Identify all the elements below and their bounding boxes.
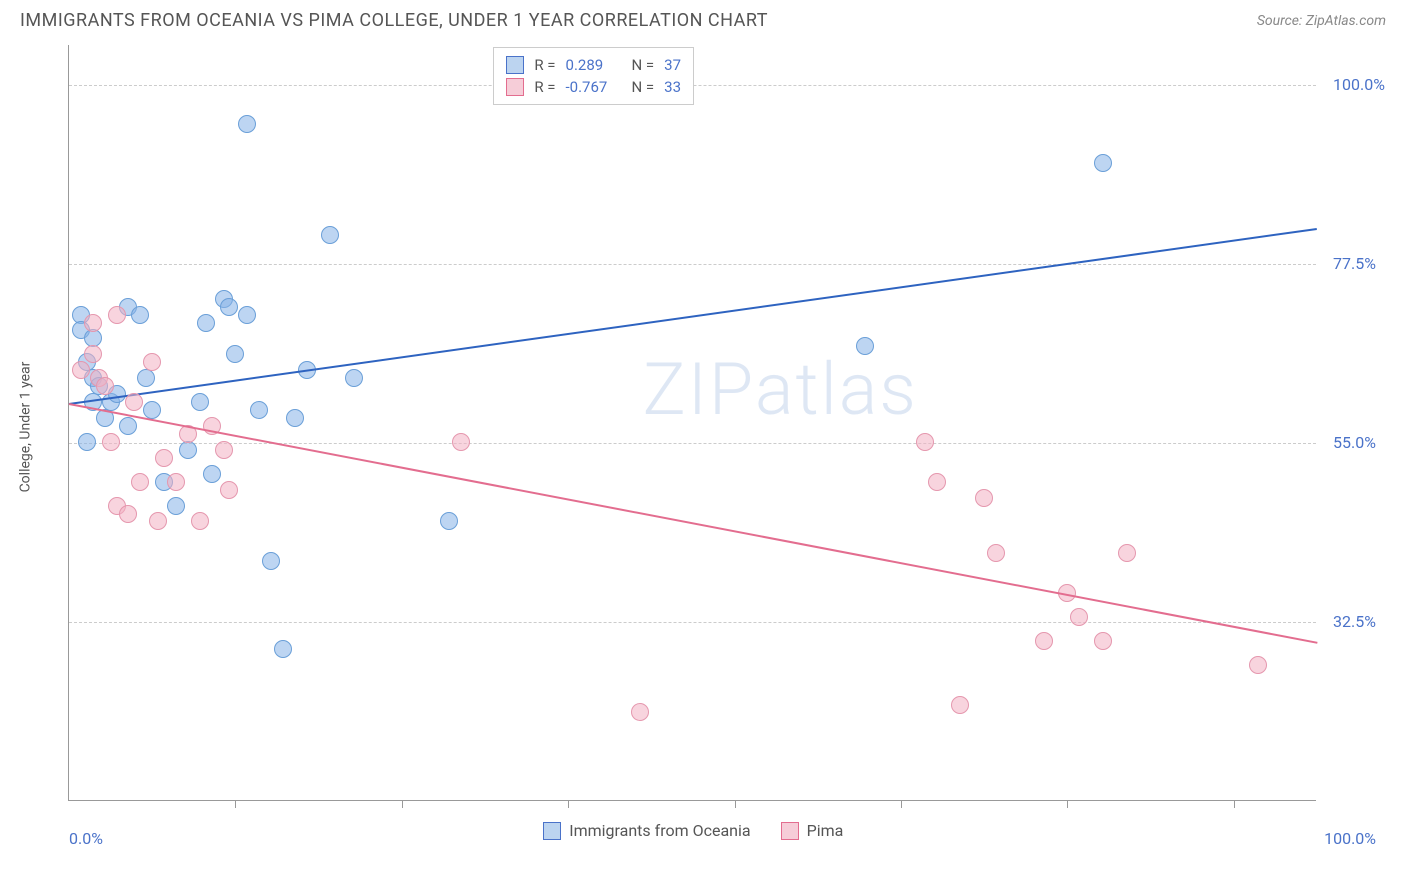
series-legend-label: Pima — [807, 821, 844, 840]
series-legend-label: Immigrants from Oceania — [569, 821, 750, 840]
scatter-point-oceania — [262, 552, 280, 570]
scatter-point-pima — [928, 473, 946, 491]
grid-line — [69, 443, 1316, 444]
scatter-point-pima — [119, 505, 137, 523]
scatter-point-pima — [72, 361, 90, 379]
series-legend-item: Pima — [781, 821, 844, 840]
scatter-point-oceania — [179, 441, 197, 459]
y-tick-label: 32.5% — [1333, 612, 1376, 631]
scatter-point-pima — [167, 473, 185, 491]
scatter-point-oceania — [856, 337, 874, 355]
scatter-point-pima — [951, 696, 969, 714]
scatter-point-pima — [1070, 608, 1088, 626]
scatter-point-pima — [916, 433, 934, 451]
x-tick — [568, 800, 569, 808]
scatter-point-oceania — [226, 345, 244, 363]
scatter-point-pima — [102, 433, 120, 451]
scatter-point-oceania — [220, 298, 238, 316]
scatter-point-oceania — [119, 417, 137, 435]
scatter-point-pima — [1249, 656, 1267, 674]
scatter-point-pima — [143, 353, 161, 371]
x-tick — [1234, 800, 1235, 808]
x-min-label: 0.0% — [69, 829, 103, 848]
scatter-point-oceania — [1094, 154, 1112, 172]
scatter-point-oceania — [203, 465, 221, 483]
scatter-point-pima — [987, 544, 1005, 562]
n-label: N = — [632, 56, 655, 74]
scatter-point-oceania — [167, 497, 185, 515]
x-tick — [1067, 800, 1068, 808]
scatter-point-oceania — [191, 393, 209, 411]
legend-swatch — [543, 822, 561, 840]
x-tick — [402, 800, 403, 808]
scatter-point-pima — [631, 703, 649, 721]
grid-line — [69, 264, 1316, 265]
n-value: 33 — [664, 78, 681, 96]
n-label: N = — [632, 78, 655, 96]
scatter-point-pima — [155, 449, 173, 467]
series-legend: Immigrants from Oceania Pima — [543, 821, 843, 840]
scatter-point-oceania — [321, 226, 339, 244]
scatter-point-pima — [1118, 544, 1136, 562]
scatter-point-oceania — [345, 369, 363, 387]
scatter-point-oceania — [250, 401, 268, 419]
scatter-point-pima — [131, 473, 149, 491]
scatter-point-pima — [149, 512, 167, 530]
r-value: -0.767 — [566, 78, 622, 96]
scatter-point-oceania — [143, 401, 161, 419]
scatter-point-oceania — [78, 433, 96, 451]
scatter-point-pima — [84, 314, 102, 332]
plot-area: ZIPatlas 32.5%55.0%77.5%100.0%0.0%100.0%… — [68, 45, 1316, 801]
scatter-point-pima — [220, 481, 238, 499]
series-legend-item: Immigrants from Oceania — [543, 821, 750, 840]
scatter-point-oceania — [274, 640, 292, 658]
r-label: R = — [534, 56, 555, 74]
stats-legend-row: R = -0.767 N = 33 — [506, 76, 681, 98]
chart-title: IMMIGRANTS FROM OCEANIA VS PIMA COLLEGE,… — [20, 10, 768, 31]
scatter-point-oceania — [286, 409, 304, 427]
stats-legend-row: R = 0.289 N = 37 — [506, 54, 681, 76]
scatter-point-pima — [215, 441, 233, 459]
x-tick — [735, 800, 736, 808]
x-tick — [901, 800, 902, 808]
trend-line-pima — [69, 403, 1317, 644]
scatter-point-pima — [975, 489, 993, 507]
scatter-point-oceania — [440, 512, 458, 530]
scatter-point-pima — [191, 512, 209, 530]
scatter-point-pima — [125, 393, 143, 411]
scatter-point-oceania — [238, 115, 256, 133]
scatter-point-oceania — [137, 369, 155, 387]
scatter-point-pima — [96, 377, 114, 395]
scatter-point-pima — [452, 433, 470, 451]
y-tick-label: 55.0% — [1333, 433, 1376, 452]
chart-source: Source: ZipAtlas.com — [1257, 13, 1386, 29]
y-axis-label: College, Under 1 year — [17, 362, 33, 493]
scatter-point-oceania — [197, 314, 215, 332]
x-tick — [235, 800, 236, 808]
watermark-text: ZIPatlas — [643, 347, 918, 432]
legend-swatch — [781, 822, 799, 840]
scatter-point-oceania — [131, 306, 149, 324]
r-label: R = — [534, 78, 555, 96]
legend-swatch — [506, 56, 524, 74]
scatter-point-oceania — [238, 306, 256, 324]
r-value: 0.289 — [566, 56, 622, 74]
n-value: 37 — [664, 56, 681, 74]
legend-swatch — [506, 78, 524, 96]
scatter-point-pima — [1094, 632, 1112, 650]
scatter-point-pima — [1035, 632, 1053, 650]
grid-line — [69, 622, 1316, 623]
x-max-label: 100.0% — [1324, 829, 1376, 848]
y-tick-label: 100.0% — [1333, 75, 1385, 94]
scatter-point-pima — [84, 345, 102, 363]
stats-legend: R = 0.289 N = 37 R = -0.767 N = 33 — [493, 47, 694, 105]
scatter-point-pima — [108, 306, 126, 324]
trend-line-oceania — [69, 228, 1317, 405]
y-tick-label: 77.5% — [1333, 254, 1376, 273]
